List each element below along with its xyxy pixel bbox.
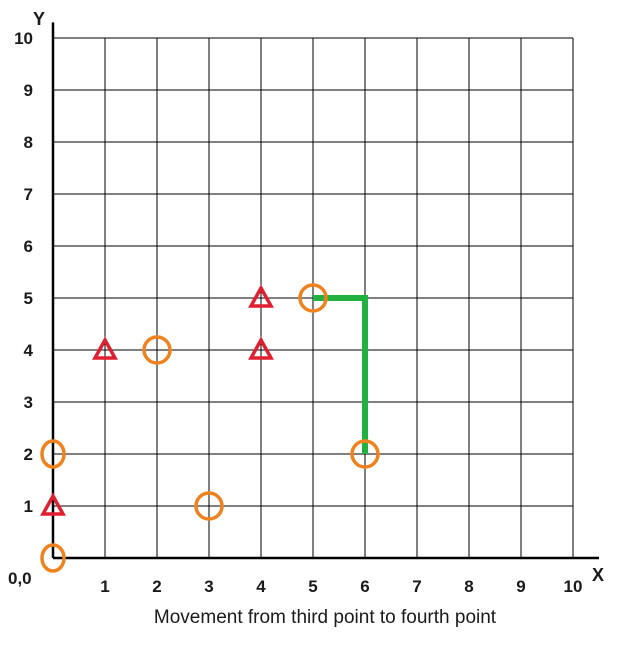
caption: Movement from third point to fourth poin… (153, 607, 497, 628)
y-tick-label: 6 (24, 237, 33, 256)
circle-marker (142, 335, 172, 365)
movement-path (313, 295, 368, 454)
x-tick-label: 3 (204, 577, 213, 596)
circle-marker (40, 439, 66, 469)
y-tick-label: 5 (24, 289, 33, 308)
x-tick-label: 8 (464, 577, 473, 596)
y-tick-label: 7 (24, 185, 33, 204)
y-tick-label: 9 (24, 81, 33, 100)
x-tick-label: 7 (412, 577, 421, 596)
x-tick-label: 9 (516, 577, 525, 596)
y-tick-label: 2 (24, 445, 33, 464)
circle-marker (194, 491, 224, 521)
y-tick-label: 4 (24, 341, 34, 360)
point-markers (40, 283, 380, 573)
x-tick-label: 5 (308, 577, 317, 596)
x-tick-label: 2 (152, 577, 161, 596)
x-tick-label: 10 (564, 577, 583, 596)
y-axis-label: Y (33, 9, 45, 29)
x-tick-label: 6 (360, 577, 369, 596)
y-tick-label: 10 (14, 29, 33, 48)
movement-path-line (313, 295, 368, 454)
circle-marker (40, 543, 66, 573)
circle-marker (298, 283, 328, 313)
origin-label: 0,0 (8, 569, 32, 588)
x-tick-label: 4 (256, 577, 266, 596)
triangle-marker (92, 336, 118, 360)
triangle-marker (248, 284, 274, 308)
y-tick-label: 1 (24, 497, 33, 516)
x-tick-label: 1 (100, 577, 109, 596)
triangle-marker (40, 492, 66, 516)
y-tick-label: 8 (24, 133, 33, 152)
x-axis-label: X (592, 565, 604, 585)
axis-lines (51, 22, 599, 560)
y-tick-label: 3 (24, 393, 33, 412)
tick-labels: 1 2 3 4 5 6 7 8 9 10 1 2 3 4 5 6 7 8 9 10 (14, 29, 582, 596)
circle-marker (350, 439, 380, 469)
triangle-marker (248, 336, 274, 360)
